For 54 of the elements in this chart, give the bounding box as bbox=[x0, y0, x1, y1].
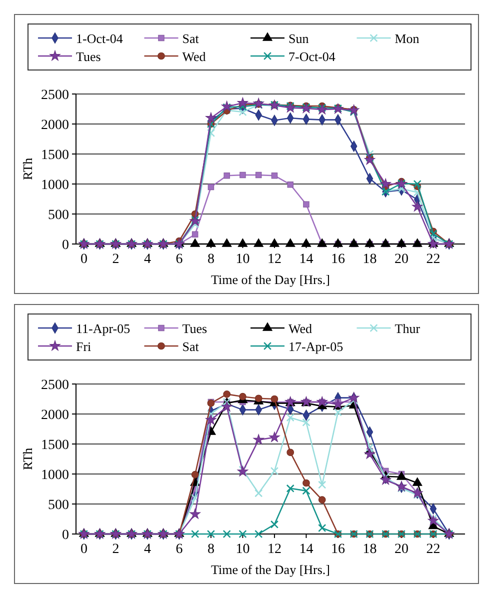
x-tick-label: 22 bbox=[426, 542, 440, 557]
y-tick-label: 1500 bbox=[41, 438, 69, 453]
legend-label: Tues bbox=[76, 49, 101, 64]
legend-label: Sat bbox=[182, 339, 200, 354]
y-tick-label: 2500 bbox=[41, 378, 69, 393]
legend-label: 17-Apr-05 bbox=[288, 339, 344, 354]
x-tick-label: 12 bbox=[267, 252, 282, 267]
y-tick-label: 0 bbox=[62, 528, 69, 543]
y-axis-title: RTh bbox=[20, 447, 35, 470]
x-tick-label: 8 bbox=[207, 542, 214, 557]
x-tick-label: 8 bbox=[207, 252, 214, 267]
y-tick-label: 1500 bbox=[41, 148, 69, 163]
legend-label: Sat bbox=[182, 31, 200, 46]
legend-label: 7-Oct-04 bbox=[288, 49, 336, 64]
legend-label: Tues bbox=[182, 321, 208, 336]
x-tick-label: 2 bbox=[112, 252, 120, 267]
x-tick-label: 4 bbox=[144, 252, 151, 267]
legend-label: Mon bbox=[394, 31, 420, 46]
x-tick-label: 14 bbox=[299, 252, 314, 267]
y-tick-label: 2000 bbox=[41, 408, 69, 423]
legend-label: Fri bbox=[76, 339, 92, 354]
x-tick-label: 4 bbox=[144, 542, 151, 557]
x-tick-label: 16 bbox=[330, 542, 345, 557]
legend-label: 1-Oct-04 bbox=[76, 31, 124, 46]
y-tick-label: 2500 bbox=[41, 88, 69, 103]
x-tick-label: 10 bbox=[236, 252, 250, 267]
x-tick-label: 18 bbox=[362, 542, 377, 557]
x-tick-label: 10 bbox=[236, 542, 250, 557]
x-tick-label: 6 bbox=[176, 542, 183, 557]
legend-label: Wed bbox=[288, 321, 312, 336]
y-tick-label: 2000 bbox=[41, 118, 69, 133]
legend-label: Sun bbox=[288, 31, 310, 46]
x-tick-label: 0 bbox=[80, 542, 88, 557]
x-tick-label: 0 bbox=[80, 252, 88, 267]
x-tick-label: 12 bbox=[267, 542, 282, 557]
y-tick-label: 0 bbox=[62, 238, 69, 253]
y-tick-label: 500 bbox=[48, 498, 69, 513]
x-tick-label: 20 bbox=[394, 542, 408, 557]
legend-label: Wed bbox=[182, 49, 206, 64]
x-tick-label: 22 bbox=[426, 252, 440, 267]
x-tick-label: 18 bbox=[362, 252, 377, 267]
y-tick-label: 500 bbox=[48, 208, 69, 223]
legend-label: Thur bbox=[394, 321, 421, 336]
x-tick-label: 16 bbox=[330, 252, 345, 267]
y-tick-label: 1000 bbox=[41, 178, 69, 193]
y-tick-label: 1000 bbox=[41, 468, 69, 483]
x-axis-title: Time of the Day [Hrs.] bbox=[210, 562, 330, 577]
x-tick-label: 20 bbox=[394, 252, 408, 267]
x-tick-label: 14 bbox=[299, 542, 314, 557]
y-axis-title: RTh bbox=[20, 157, 35, 180]
x-tick-label: 2 bbox=[112, 542, 120, 557]
x-tick-label: 6 bbox=[176, 252, 183, 267]
x-axis-title: Time of the Day [Hrs.] bbox=[210, 272, 330, 287]
legend-label: 11-Apr-05 bbox=[76, 321, 130, 336]
